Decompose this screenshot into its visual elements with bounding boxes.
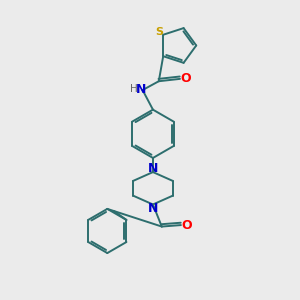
Text: H: H: [130, 85, 138, 94]
Text: S: S: [156, 27, 164, 38]
Text: O: O: [182, 219, 192, 232]
Text: N: N: [148, 162, 158, 175]
Text: N: N: [136, 83, 146, 96]
Text: N: N: [148, 202, 158, 214]
Text: O: O: [181, 72, 191, 86]
